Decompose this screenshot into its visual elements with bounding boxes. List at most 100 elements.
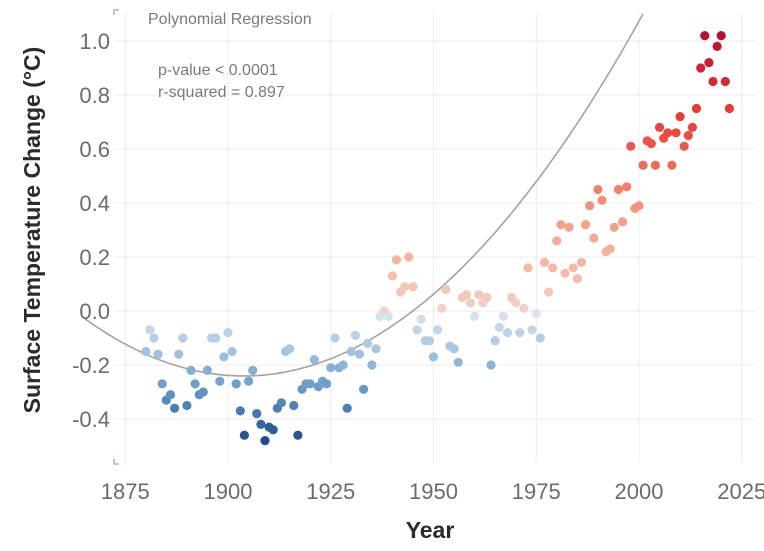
data-point [223, 328, 233, 338]
data-point [671, 128, 681, 138]
x-tick-label: 2000 [615, 479, 664, 504]
data-point [716, 30, 726, 41]
data-point [544, 287, 554, 297]
data-point [239, 430, 249, 440]
data-point [502, 328, 513, 338]
data-point [519, 303, 529, 313]
data-point [470, 311, 480, 321]
data-point [437, 303, 447, 313]
data-point [626, 141, 636, 151]
data-point [683, 130, 693, 141]
data-point [494, 322, 504, 332]
data-point [202, 365, 212, 375]
data-point [174, 349, 184, 359]
data-point [322, 379, 332, 389]
y-axis-ticks: 1.0 0.8 0.6 0.4 0.2 0.0 -0.2 -0.4 [72, 29, 110, 432]
data-point [548, 263, 558, 273]
data-point [182, 400, 192, 411]
x-tick-label: 2025 [717, 479, 764, 504]
y-tick-label: -0.2 [72, 353, 110, 378]
grid-layer [114, 13, 757, 463]
data-point [424, 336, 434, 346]
data-point [153, 349, 163, 359]
data-point [359, 384, 369, 394]
data-point [663, 128, 673, 138]
x-tick-label: 1900 [204, 479, 253, 504]
data-point [433, 325, 443, 335]
x-tick-label: 1950 [409, 479, 458, 504]
data-point [252, 409, 262, 419]
data-point [367, 360, 377, 370]
data-point [597, 195, 607, 205]
data-point [576, 257, 587, 267]
data-point [346, 346, 356, 357]
data-point [231, 379, 241, 389]
data-point [170, 403, 180, 413]
data-point [724, 103, 735, 114]
data-point [428, 352, 439, 362]
data-point [400, 282, 410, 292]
data-point [482, 292, 492, 303]
data-point [276, 398, 286, 408]
data-point [539, 257, 550, 267]
data-point [581, 220, 591, 230]
data-point [605, 244, 615, 254]
data-point [416, 314, 426, 324]
data-point [309, 355, 319, 365]
data-point [289, 400, 299, 411]
data-point [244, 376, 254, 386]
y-tick-label: 1.0 [79, 29, 110, 54]
data-point [453, 357, 463, 367]
x-axis-title: Year [406, 517, 455, 543]
y-tick-label: 0.4 [79, 191, 110, 216]
data-point [145, 325, 155, 335]
data-point [227, 346, 237, 357]
data-point [268, 425, 278, 435]
data-point [391, 255, 402, 265]
data-point [527, 325, 537, 335]
data-point [387, 271, 397, 281]
data-point [568, 263, 578, 273]
data-point [248, 365, 258, 375]
data-point [667, 160, 677, 170]
data-point [412, 325, 422, 335]
data-point [363, 338, 373, 348]
data-point [219, 352, 229, 362]
data-point [465, 298, 476, 308]
data-point [490, 336, 500, 346]
top-left-corner-mark [113, 9, 119, 15]
y-tick-label: 0.2 [79, 245, 110, 270]
data-point [354, 349, 365, 359]
y-axis-title: Surface Temperature Change (°C) [19, 47, 45, 414]
p-value-annotation: p-value < 0.0001 [158, 62, 278, 79]
data-point [560, 268, 570, 278]
data-point [165, 390, 176, 400]
data-point [211, 333, 221, 343]
data-point [149, 333, 159, 343]
data-point [338, 360, 348, 370]
y-tick-label: 0.8 [79, 83, 110, 108]
data-point [342, 403, 352, 413]
data-point [531, 309, 541, 319]
data-point [305, 379, 315, 389]
data-point [511, 298, 521, 308]
data-point [178, 333, 188, 343]
data-point [350, 330, 360, 340]
data-point [186, 365, 196, 375]
data-point [486, 360, 496, 370]
data-point [474, 290, 484, 300]
data-point [696, 63, 706, 73]
data-point [461, 290, 471, 300]
data-point [585, 201, 595, 211]
data-point [371, 344, 381, 354]
x-tick-label: 1975 [512, 479, 561, 504]
plot-corner-marks [113, 9, 119, 465]
data-point [449, 344, 459, 354]
data-point [198, 387, 208, 397]
data-point [704, 58, 714, 68]
data-point [593, 184, 603, 195]
data-point [552, 236, 562, 246]
r-squared-annotation: r-squared = 0.897 [158, 84, 285, 101]
